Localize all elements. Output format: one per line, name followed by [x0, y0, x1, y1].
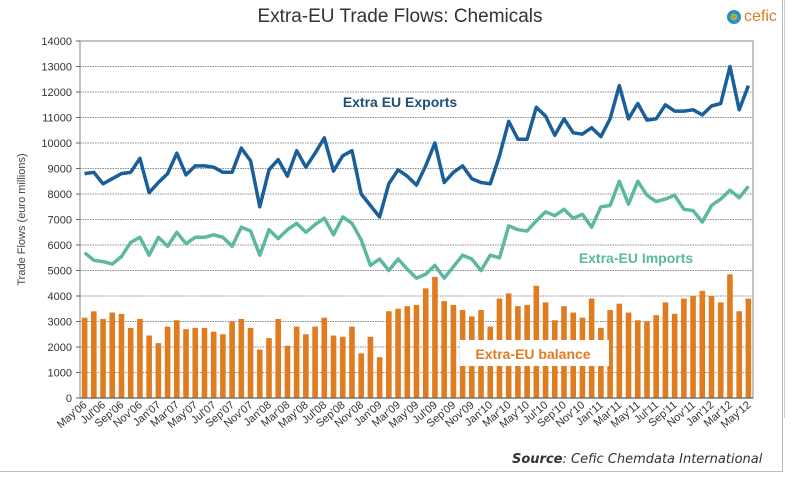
bar-balance — [386, 311, 392, 398]
window-edge — [784, 0, 785, 418]
y-tick-label: 2000 — [48, 342, 72, 354]
bar-balance — [155, 343, 162, 398]
bar-balance — [127, 327, 134, 398]
bar-balance — [339, 336, 346, 398]
bar-balance — [109, 312, 116, 398]
bar-balance — [275, 318, 282, 398]
bar-balance — [303, 334, 309, 398]
bar-balance — [192, 327, 199, 398]
logo-text: cefic — [744, 8, 777, 25]
y-tick-label: 14000 — [41, 36, 72, 48]
y-tick-label: 12000 — [41, 87, 72, 99]
bar-balance — [358, 353, 364, 398]
y-tick-label: 5000 — [48, 266, 72, 278]
bar-balance — [293, 326, 300, 398]
bar-balance — [616, 303, 623, 398]
y-tick-label: 8000 — [48, 189, 72, 201]
cefic-logo: cefic — [726, 8, 777, 26]
bar-balance — [210, 331, 217, 398]
bar-balance — [708, 296, 715, 398]
bar-balance — [91, 311, 97, 398]
bar-balance — [727, 274, 733, 398]
bar-balance — [220, 334, 226, 398]
bar-balance — [634, 320, 641, 398]
y-tick-label: 9000 — [48, 164, 72, 176]
bar-balance — [284, 345, 291, 398]
bar-balance — [266, 338, 272, 398]
bar-balance — [174, 320, 180, 398]
bar-balance — [653, 315, 659, 398]
bar-balance — [404, 306, 411, 398]
bar-balance — [422, 288, 429, 398]
bar-balance — [321, 317, 328, 398]
bar-balance — [690, 296, 696, 398]
y-tick-label: 10000 — [41, 138, 72, 150]
balance-label-box — [460, 340, 609, 366]
y-tick-label: 3000 — [48, 317, 72, 329]
series-label-imports: Extra-EU Imports — [579, 250, 694, 266]
bar-balance — [256, 349, 263, 398]
bar-balance — [432, 276, 438, 398]
line-extra-eu-exports — [84, 64, 751, 219]
y-tick-label: 4000 — [48, 291, 72, 303]
bar-balance — [736, 311, 742, 398]
bar-balance — [81, 317, 88, 398]
source-label: Source — [512, 452, 563, 467]
series-label-exports: Extra EU Exports — [343, 94, 458, 110]
bar-balance — [607, 310, 613, 398]
y-axis-label: Trade Flows (euro millions) — [16, 153, 28, 285]
cefic-flower-icon — [727, 10, 741, 24]
bar-balance — [662, 302, 669, 398]
bar-balance — [671, 313, 678, 398]
y-tick-label: 1000 — [48, 368, 72, 380]
bar-balance — [699, 290, 706, 398]
source-text: : Cefic Chemdata International — [562, 452, 763, 467]
series-label-balance: Extra-EU balance — [475, 346, 590, 362]
bar-balance — [625, 312, 632, 398]
bar-balance — [376, 357, 383, 398]
bar-balance — [247, 327, 254, 398]
y-tick-label: 0 — [66, 393, 72, 405]
bar-balance — [644, 321, 650, 398]
bar-balance — [183, 329, 189, 398]
y-tick-label: 13000 — [41, 62, 72, 74]
bar-balance — [745, 298, 752, 398]
bar-balance — [349, 326, 355, 398]
bar-balance — [118, 313, 125, 398]
bar-balance — [395, 308, 401, 398]
bar-balance — [201, 327, 208, 398]
bar-balance — [137, 318, 143, 398]
y-tick-label: 7000 — [48, 215, 72, 227]
source-note: Source: Cefic Chemdata International — [512, 452, 762, 467]
bar-balance — [413, 304, 420, 398]
y-tick-label: 11000 — [42, 113, 72, 125]
bar-balance — [330, 335, 337, 398]
bar-balance — [312, 326, 318, 398]
bar-balance — [238, 318, 245, 398]
bar-balance — [450, 304, 457, 398]
bar-balance — [717, 302, 724, 398]
bar-balance — [367, 336, 374, 398]
bar-balance — [681, 298, 687, 398]
bar-balance — [164, 326, 171, 398]
chart-title: Extra-EU Trade Flows: Chemicals — [257, 6, 543, 27]
y-tick-label: 6000 — [48, 240, 72, 252]
bar-balance — [100, 318, 106, 398]
bar-balance — [146, 335, 152, 398]
bar-balance — [229, 321, 235, 398]
bar-balance — [441, 301, 447, 398]
